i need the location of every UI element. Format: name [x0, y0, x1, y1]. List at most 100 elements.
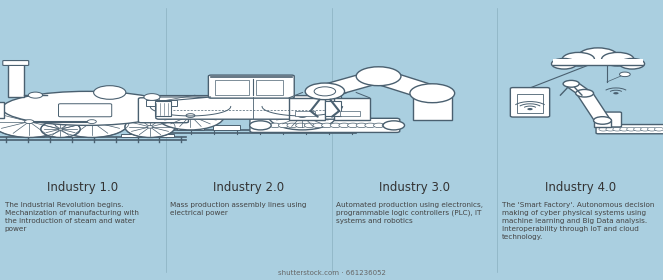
Circle shape	[296, 123, 306, 128]
Circle shape	[156, 101, 225, 130]
Ellipse shape	[2, 91, 172, 125]
Circle shape	[330, 123, 341, 128]
FancyBboxPatch shape	[250, 118, 400, 132]
Circle shape	[563, 80, 579, 87]
Polygon shape	[159, 97, 211, 102]
Circle shape	[269, 101, 336, 130]
Text: The 'Smart Factory'. Autonomous decision
making of cyber physical systems using
: The 'Smart Factory'. Autonomous decision…	[502, 202, 654, 240]
Circle shape	[613, 92, 619, 94]
Circle shape	[186, 114, 195, 117]
Circle shape	[373, 123, 385, 128]
Circle shape	[601, 52, 634, 66]
Bar	[154, 101, 171, 116]
Circle shape	[347, 123, 358, 128]
FancyBboxPatch shape	[3, 60, 29, 66]
Circle shape	[58, 128, 63, 130]
Bar	[412, 93, 452, 120]
Circle shape	[305, 83, 345, 100]
Bar	[553, 59, 643, 65]
Circle shape	[648, 127, 656, 131]
Text: The Industrial Revolution begins.
Mechanization of manufacturing with
the introd: The Industrial Revolution begins. Mechan…	[5, 202, 139, 232]
Bar	[340, 111, 360, 116]
Circle shape	[313, 123, 324, 128]
Circle shape	[654, 127, 663, 131]
Bar	[146, 101, 177, 106]
Text: Industry 1.0: Industry 1.0	[47, 181, 119, 193]
Circle shape	[593, 117, 611, 124]
Circle shape	[261, 123, 272, 128]
Circle shape	[562, 52, 595, 66]
Circle shape	[613, 127, 622, 131]
Bar	[121, 134, 143, 137]
Circle shape	[606, 127, 615, 131]
Circle shape	[634, 127, 642, 131]
Bar	[177, 125, 204, 130]
FancyBboxPatch shape	[139, 98, 188, 123]
Bar	[23, 134, 44, 137]
Bar	[262, 125, 289, 130]
Circle shape	[250, 121, 271, 130]
Polygon shape	[317, 71, 387, 96]
Circle shape	[304, 123, 315, 128]
Circle shape	[270, 123, 280, 128]
Circle shape	[356, 123, 367, 128]
Circle shape	[599, 127, 608, 131]
Bar	[0, 102, 4, 118]
Circle shape	[287, 123, 298, 128]
Circle shape	[88, 120, 96, 123]
Circle shape	[0, 106, 67, 137]
Circle shape	[278, 123, 289, 128]
Bar	[516, 94, 544, 113]
Circle shape	[29, 92, 42, 98]
Bar	[289, 98, 325, 120]
Bar	[295, 111, 315, 116]
Bar	[152, 134, 174, 137]
FancyBboxPatch shape	[511, 88, 550, 117]
Bar	[8, 63, 24, 97]
Circle shape	[125, 116, 175, 137]
Circle shape	[144, 94, 160, 101]
Text: Automated production using electronics,
programmable logic controllers (PLC), IT: Automated production using electronics, …	[336, 202, 483, 224]
Bar	[68, 134, 89, 137]
Circle shape	[552, 59, 577, 69]
Circle shape	[578, 48, 618, 64]
Polygon shape	[577, 92, 610, 121]
Circle shape	[93, 86, 126, 99]
Circle shape	[527, 108, 532, 110]
Polygon shape	[369, 71, 442, 99]
Text: Mass production assembly lines using
electrical power: Mass production assembly lines using ele…	[170, 202, 307, 216]
Circle shape	[322, 123, 332, 128]
Text: shutterstock.com · 661236052: shutterstock.com · 661236052	[278, 270, 385, 276]
Circle shape	[365, 123, 375, 128]
Circle shape	[382, 123, 393, 128]
Circle shape	[410, 84, 455, 103]
Text: Industry 2.0: Industry 2.0	[213, 181, 284, 193]
Circle shape	[147, 126, 153, 128]
Circle shape	[627, 127, 636, 131]
Text: Industry 3.0: Industry 3.0	[379, 181, 450, 193]
Circle shape	[253, 123, 263, 128]
Bar	[593, 120, 611, 127]
FancyBboxPatch shape	[58, 104, 111, 117]
Text: Industry 4.0: Industry 4.0	[544, 181, 616, 193]
FancyBboxPatch shape	[596, 125, 663, 134]
Bar	[215, 80, 249, 95]
Bar	[213, 125, 240, 130]
Circle shape	[619, 72, 631, 77]
Circle shape	[383, 121, 404, 130]
Circle shape	[54, 106, 129, 137]
Circle shape	[339, 123, 349, 128]
Bar	[302, 125, 330, 130]
Circle shape	[620, 127, 629, 131]
FancyBboxPatch shape	[156, 95, 341, 119]
FancyBboxPatch shape	[208, 75, 294, 98]
FancyBboxPatch shape	[598, 112, 621, 127]
Circle shape	[298, 114, 307, 117]
Bar	[334, 98, 370, 120]
Circle shape	[25, 120, 34, 123]
Bar	[256, 80, 282, 95]
Polygon shape	[565, 82, 591, 95]
Bar	[325, 101, 341, 116]
Circle shape	[314, 87, 335, 96]
Circle shape	[356, 67, 401, 86]
